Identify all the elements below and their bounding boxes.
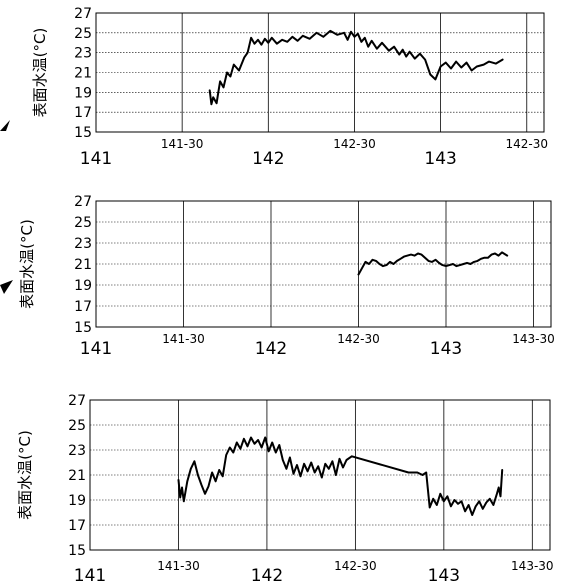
y-tick-label: 23 <box>74 46 92 62</box>
y-tick-label: 27 <box>74 6 92 22</box>
y-tick-label: 23 <box>68 443 86 459</box>
plot-frame <box>95 12 545 133</box>
y-tick-label: 21 <box>74 66 92 82</box>
x-tick-label: 141 <box>74 566 106 585</box>
x-tick-label: 143 <box>428 566 460 585</box>
y-tick-label: 21 <box>68 468 86 484</box>
y-tick-label: 19 <box>74 85 92 101</box>
plot-frame <box>89 399 551 551</box>
x-tick-label: 142 <box>255 339 287 359</box>
y-tick-label: 23 <box>74 236 92 252</box>
temperature-series-line <box>177 436 504 516</box>
chart-panel-1: 15 17 19 21 23 25 27 141 141-30 142 142-30 143 142-3… <box>31 6 548 169</box>
temperature-series-line <box>357 251 509 276</box>
x-tick-label: 141-30 <box>162 332 205 346</box>
y-axis-label: 表面水温(°C) <box>16 430 34 520</box>
chart-panel-3: 15 17 19 21 23 25 27 141 141-30 142 142-30 143 143-3… <box>16 393 554 585</box>
y-tick-label: 25 <box>74 26 92 42</box>
plot-frame <box>95 200 552 328</box>
x-tick-label: 141-30 <box>161 137 204 151</box>
y-tick-label: 17 <box>74 299 92 315</box>
arrow-marker-middle <box>0 280 13 294</box>
y-axis-label: 表面水温(°C) <box>18 219 36 309</box>
x-tick-label: 141 <box>80 149 112 169</box>
y-axis-label: 表面水温(°C) <box>31 28 49 118</box>
y-tick-label: 15 <box>74 320 92 336</box>
x-tick-label: 142 <box>252 149 284 169</box>
y-tick-label: 19 <box>68 493 86 509</box>
y-tick-label: 27 <box>68 393 86 409</box>
x-tick-label: 142-30 <box>506 137 549 151</box>
x-tick-label: 142-30 <box>337 332 380 346</box>
chart-panel-2: 15 17 19 21 23 25 27 141 141-30 142 142-30 143 143-3… <box>18 194 555 359</box>
arrow-marker-top <box>0 120 10 131</box>
x-tick-label: 143 <box>424 149 456 169</box>
y-tick-label: 19 <box>74 278 92 294</box>
y-tick-label: 25 <box>74 215 92 231</box>
y-tick-label: 15 <box>68 543 86 559</box>
y-tick-label: 25 <box>68 418 86 434</box>
y-tick-label: 15 <box>74 125 92 141</box>
temperature-series-line <box>208 29 504 106</box>
y-tick-label: 17 <box>68 518 86 534</box>
x-tick-label: 143-30 <box>511 559 554 573</box>
x-tick-label: 142-30 <box>333 137 376 151</box>
y-tick-label: 21 <box>74 257 92 273</box>
y-tick-label: 27 <box>74 194 92 210</box>
x-tick-label: 141 <box>80 339 112 359</box>
x-tick-label: 143 <box>430 339 462 359</box>
x-tick-label: 142 <box>251 566 283 585</box>
x-tick-label: 141-30 <box>157 559 200 573</box>
x-tick-label: 143-30 <box>512 332 555 346</box>
y-tick-label: 17 <box>74 105 92 121</box>
x-tick-label: 142-30 <box>334 559 377 573</box>
